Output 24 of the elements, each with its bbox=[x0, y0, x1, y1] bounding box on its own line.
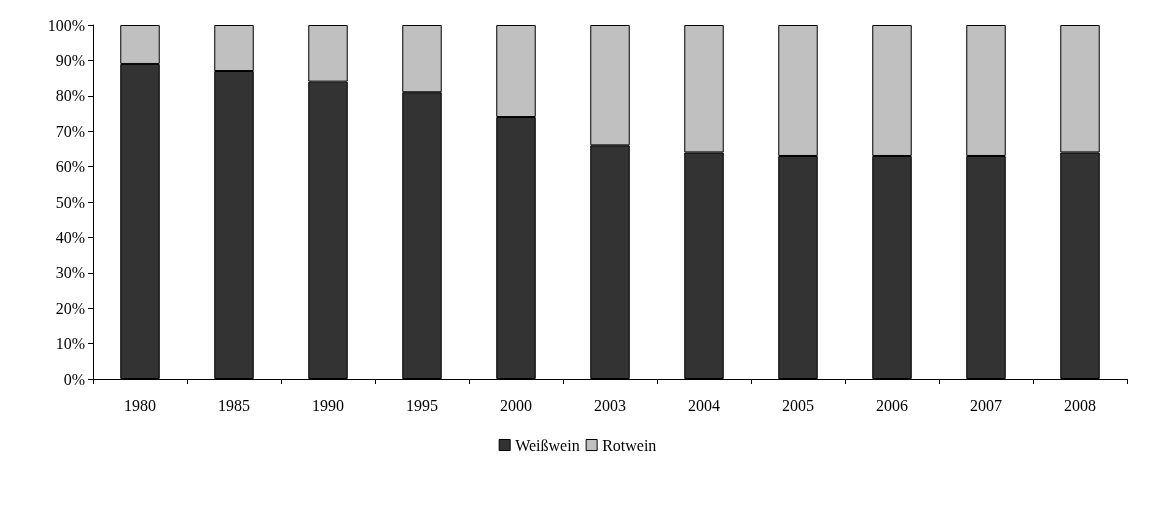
y-tick-label: 70% bbox=[55, 122, 85, 140]
legend-label: Rotwein bbox=[602, 436, 657, 454]
y-tick-label: 0% bbox=[63, 370, 85, 388]
y-tick-label: 60% bbox=[55, 158, 85, 176]
x-tick-label: 2003 bbox=[594, 396, 626, 414]
y-tick-label: 50% bbox=[55, 193, 85, 211]
y-tick-label: 20% bbox=[55, 299, 85, 317]
legend-label: Weißwein bbox=[515, 436, 580, 454]
x-tick-label: 2004 bbox=[688, 396, 720, 414]
x-tick-label: 1980 bbox=[124, 396, 156, 414]
x-tick-label: 2006 bbox=[876, 396, 908, 414]
x-tick-label: 1985 bbox=[218, 396, 250, 414]
x-tick-label: 2007 bbox=[970, 396, 1002, 414]
x-tick-label: 1995 bbox=[406, 396, 438, 414]
y-tick-label: 30% bbox=[55, 264, 85, 282]
y-tick-label: 100% bbox=[47, 16, 85, 34]
x-tick-label: 1990 bbox=[312, 396, 344, 414]
y-tick-label: 40% bbox=[55, 228, 85, 246]
y-tick-label: 10% bbox=[55, 335, 85, 353]
x-tick-label: 2000 bbox=[500, 396, 532, 414]
x-tick-label: 2008 bbox=[1064, 396, 1096, 414]
y-tick-label: 90% bbox=[55, 51, 85, 69]
y-tick-label: 80% bbox=[55, 87, 85, 105]
x-tick-label: 2005 bbox=[782, 396, 814, 414]
